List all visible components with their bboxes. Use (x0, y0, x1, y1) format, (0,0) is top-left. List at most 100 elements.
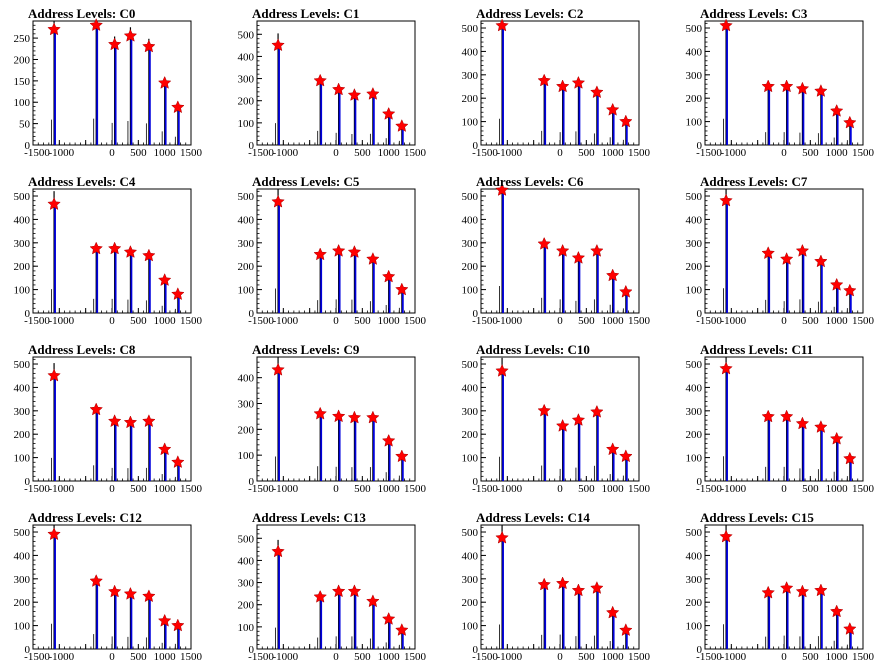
y-tick-label: 0 (25, 308, 31, 320)
peak-marker (271, 362, 285, 376)
y-tick-label: 300 (238, 74, 255, 86)
peak-marker (47, 197, 61, 211)
chart-svg: 0 100 200 300 400 500 -1500-1000 0 500 1000 1500 (686, 524, 875, 663)
chart-svg: 0 100 200 300 400 500 -1500-1000 0 500 1000 1500 (462, 524, 651, 663)
y-tick-label: 400 (238, 214, 255, 226)
peak-marker (171, 455, 185, 469)
chart-title: Address Levels: C6 (476, 174, 584, 189)
peak-marker (107, 414, 122, 428)
x-tick-label: -1000 (496, 483, 522, 495)
x-tick-label: 1000 (378, 483, 401, 495)
peak-marker (381, 433, 396, 447)
peak-marker (157, 613, 172, 627)
peak-marker (779, 581, 794, 594)
y-tick-label: 400 (462, 382, 479, 394)
peak-marker (537, 403, 552, 417)
x-tick-label: 500 (802, 147, 819, 159)
peak-marker (814, 84, 828, 97)
peak-marker (107, 37, 122, 51)
x-tick-label: 1500 (180, 483, 203, 495)
peak-marker (814, 420, 828, 433)
peak-marker (347, 410, 362, 424)
peak-marker (271, 544, 285, 558)
y-tick-label: 0 (249, 476, 255, 488)
x-tick-label: 1500 (628, 315, 651, 327)
x-tick-label: -1500 (248, 315, 274, 327)
y-tick-label: 200 (686, 429, 703, 441)
x-tick-label: -1000 (272, 483, 298, 495)
peak-marker (795, 81, 810, 95)
y-tick-label: 400 (686, 214, 703, 226)
x-tick-label: -1500 (248, 651, 274, 663)
peak-marker (123, 245, 138, 258)
y-tick-label: 100 (14, 621, 31, 633)
y-tick-label: 100 (238, 118, 255, 130)
x-tick-label: 1500 (180, 147, 203, 159)
chart-svg: 0 100 200 300 400 500 -1500-1000 0 500 1000 1500 (238, 524, 427, 663)
y-tick-label: 300 (14, 574, 31, 586)
x-tick-label: 1000 (602, 651, 625, 663)
y-tick-label: 100 (462, 621, 479, 633)
x-tick-label: 0 (109, 147, 115, 159)
x-tick-label: 500 (130, 651, 147, 663)
y-tick-label: 0 (473, 308, 479, 320)
y-tick-label: 500 (462, 527, 479, 539)
y-tick-label: 300 (238, 238, 255, 250)
chart-svg: 0 100 200 300 400 500 -1500-1000 0 500 1000 1500 (686, 18, 875, 159)
y-tick-label: 400 (686, 550, 703, 562)
y-tick-label: 200 (462, 93, 479, 105)
x-tick-label: -1500 (248, 483, 274, 495)
y-tick-label: 100 (14, 97, 31, 109)
peak-marker (495, 183, 509, 196)
peak-marker (142, 414, 156, 428)
peak-marker (395, 449, 409, 463)
x-tick-label: -1000 (496, 651, 522, 663)
chart-panel: 0 100 200 300 400 500 -1500 -1000 0 500 1000 1500 Ad… (448, 0, 672, 168)
y-tick-label: 200 (238, 96, 255, 108)
chart-title: Address Levels: C14 (476, 510, 590, 525)
chart-title: Address Levels: C10 (476, 342, 590, 357)
x-tick-label: 1000 (154, 651, 177, 663)
y-tick-label: 400 (14, 550, 31, 562)
x-tick-label: 1500 (628, 483, 651, 495)
y-tick-label: 0 (25, 644, 31, 656)
x-tick-label: 1000 (602, 483, 625, 495)
x-tick-label: -1000 (720, 483, 746, 495)
x-tick-label: 1000 (826, 315, 849, 327)
chart-svg: 0 100 200 300 400 500 -1500-1000 0 500 1000 1500 (462, 18, 651, 159)
x-tick-label: -1000 (48, 483, 74, 495)
x-tick-label: -1500 (696, 483, 722, 495)
chart-title: Address Levels: C9 (252, 342, 360, 357)
x-tick-label: 500 (578, 315, 595, 327)
peak-marker (590, 404, 604, 418)
y-tick-label: 500 (686, 359, 703, 371)
peak-marker (123, 28, 138, 42)
chart-panel: 0 100 200 300 400 500 -1500 -1000 0 500 1000 1500 Ad… (672, 504, 896, 672)
y-tick-label: 500 (238, 533, 255, 545)
x-tick-label: 0 (333, 483, 339, 495)
plot-frame (256, 20, 416, 146)
peak-marker (123, 586, 138, 600)
peak-marker (142, 248, 156, 262)
x-tick-label: 500 (130, 315, 147, 327)
y-tick-label: 0 (25, 476, 31, 488)
y-tick-label: 0 (473, 140, 479, 152)
y-tick-label: 0 (697, 476, 703, 488)
y-tick-label: 0 (249, 644, 255, 656)
x-tick-label: 500 (130, 483, 147, 495)
x-tick-label: -1500 (472, 315, 498, 327)
y-tick-label: 100 (686, 621, 703, 633)
chart-svg: 0 100 200 300 400 500 -1500-1000 0 500 1000 1500 (14, 188, 203, 327)
x-tick-label: 0 (557, 147, 563, 159)
x-tick-label: 1500 (180, 651, 203, 663)
chart-svg: 0 100 200 300 400 -1500-1000 0 500 1000 1500 (238, 356, 427, 495)
peak-marker (366, 86, 380, 100)
y-tick-label: 200 (14, 54, 31, 66)
chart-title: Address Levels: C11 (700, 342, 814, 357)
peak-marker (395, 119, 409, 132)
y-tick-label: 300 (462, 406, 479, 418)
x-tick-label: -1000 (496, 315, 522, 327)
x-tick-label: -1500 (24, 315, 50, 327)
x-tick-label: 0 (109, 651, 115, 663)
x-tick-label: 1500 (404, 315, 427, 327)
